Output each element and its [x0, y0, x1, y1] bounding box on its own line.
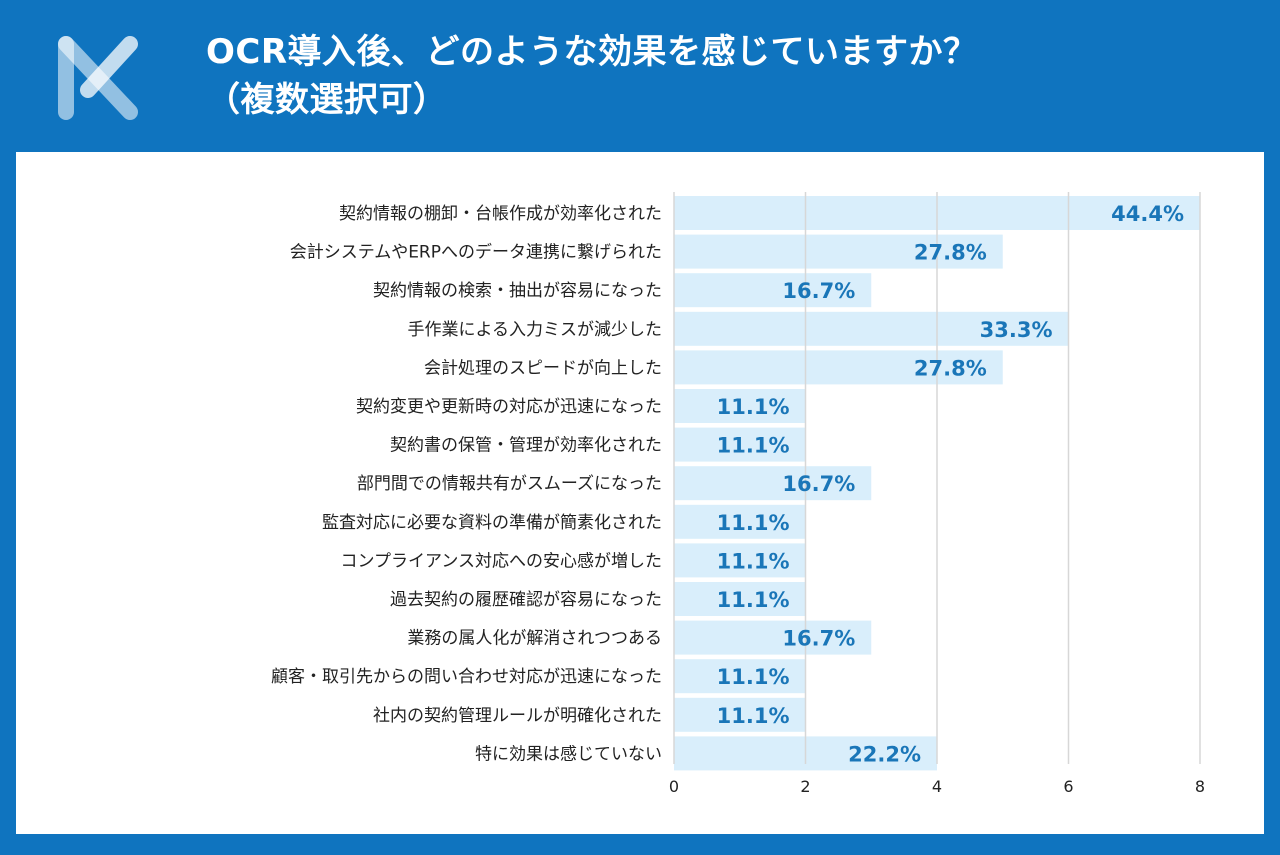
bar	[674, 697, 806, 732]
category-label: 会計処理のスピードが向上した	[424, 358, 662, 378]
tick-label: 4	[932, 777, 942, 796]
bar	[674, 234, 1003, 269]
category-label: 過去契約の履歴確認が容易になった	[390, 590, 662, 610]
category-label: 顧客・取引先からの問い合わせ対応が迅速になった	[271, 667, 662, 687]
category-label: 契約情報の棚卸・台帳作成が効率化された	[339, 204, 662, 224]
gridlines	[673, 192, 1201, 764]
page-title: OCR導入後、どのような効果を感じていますか？ （複数選択可）	[206, 28, 978, 124]
data-label: 11.1%	[717, 549, 790, 573]
category-label: 特に効果は感じていない	[475, 744, 662, 764]
bar	[674, 273, 872, 308]
header: OCR導入後、どのような効果を感じていますか？ （複数選択可）	[0, 0, 1280, 152]
category-label: 会計システムやERPへのデータ連携に繋げられた	[290, 242, 662, 263]
category-label: 契約情報の検索・抽出が容易になった	[373, 281, 662, 301]
data-label: 11.1%	[717, 434, 790, 458]
category-label: 部門間での情報共有がスムーズになった	[357, 474, 662, 494]
data-label: 27.8%	[914, 356, 987, 380]
data-label: 11.1%	[717, 665, 790, 689]
bar	[674, 311, 1069, 346]
data-label: 44.4%	[1111, 202, 1184, 226]
title-line-2: （複数選択可）	[206, 80, 448, 120]
bar-chart: 契約情報の棚卸・台帳作成が効率化された会計システムやERPへのデータ連携に繋げら…	[271, 192, 1205, 796]
brand-logo-icon	[58, 36, 138, 120]
tick-label: 6	[1063, 777, 1073, 796]
bar	[674, 427, 806, 462]
title-line-1: OCR導入後、どのような効果を感じていますか？	[206, 32, 978, 72]
category-label: 手作業による入力ミスが減少した	[408, 320, 663, 340]
x-axis-ticks: 0 2 4 6 8	[669, 777, 1205, 796]
bar	[674, 659, 806, 694]
category-label: 契約書の保管・管理が効率化された	[390, 436, 662, 456]
bar	[674, 504, 806, 539]
chart-panel: 契約情報の棚卸・台帳作成が効率化された会計システムやERPへのデータ連携に繋げら…	[16, 152, 1264, 834]
value-labels: 44.4% 27.8% 16.7% 33.3% 27.8% 11.1% 11.1% 16.7%…	[717, 202, 1184, 766]
data-label: 33.3%	[980, 318, 1053, 342]
bars-group	[674, 196, 1200, 771]
bar	[674, 543, 806, 578]
category-label: 監査対応に必要な資料の準備が簡素化された	[322, 513, 662, 533]
bar	[674, 389, 806, 423]
category-labels: 契約情報の棚卸・台帳作成が効率化された会計システムやERPへのデータ連携に繋げら…	[271, 204, 662, 764]
data-label: 11.1%	[717, 704, 790, 728]
data-label: 11.1%	[717, 511, 790, 535]
category-label: 社内の契約管理ルールが明確化された	[373, 706, 662, 726]
bar	[674, 620, 872, 655]
tick-label: 2	[800, 777, 810, 796]
data-label: 16.7%	[782, 279, 855, 303]
bar	[674, 582, 806, 616]
data-label: 11.1%	[717, 395, 790, 419]
category-label: 業務の属人化が解消されつつある	[407, 629, 662, 649]
bar	[674, 350, 1003, 385]
data-label: 22.2%	[848, 742, 921, 766]
data-label: 16.7%	[782, 627, 855, 651]
tick-label: 0	[669, 777, 679, 796]
category-label: コンプライアンス対応への安心感が増した	[341, 551, 662, 571]
data-label: 27.8%	[914, 241, 987, 265]
tick-label: 8	[1195, 777, 1205, 796]
data-label: 16.7%	[782, 472, 855, 496]
category-label: 契約変更や更新時の対応が迅速になった	[356, 397, 662, 417]
bar	[674, 466, 872, 501]
data-label: 11.1%	[717, 588, 790, 612]
